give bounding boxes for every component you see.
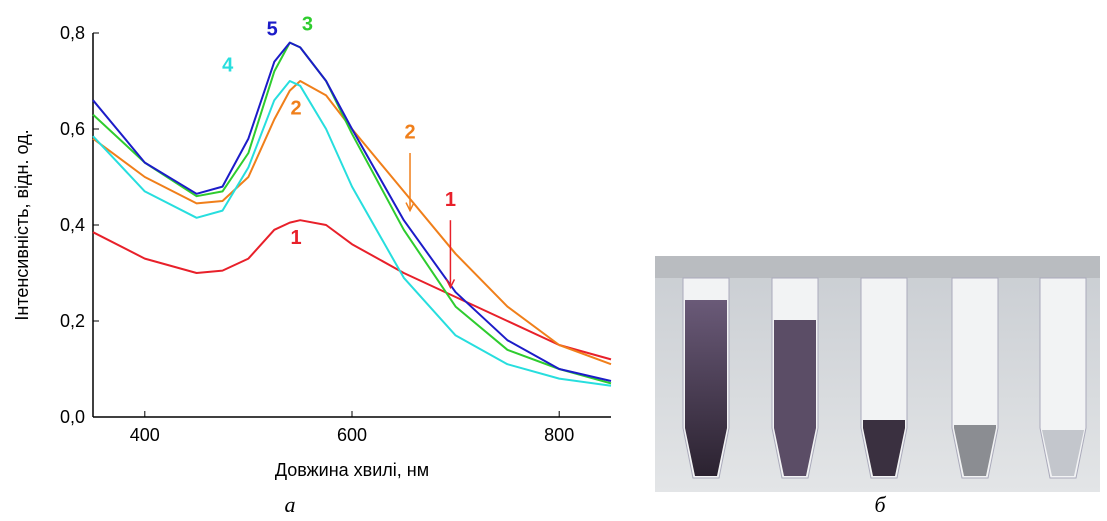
y-tick-label: 0,4 — [60, 215, 85, 235]
series-label: 2 — [290, 98, 301, 120]
series-line — [93, 81, 611, 386]
annotation: 2 — [404, 122, 415, 144]
series-label: 4 — [222, 54, 234, 76]
panel-label: а — [285, 492, 296, 517]
series-label: 3 — [302, 14, 313, 36]
y-tick-label: 0,6 — [60, 119, 85, 139]
series-line — [93, 43, 611, 381]
annotation: 1 — [445, 189, 456, 211]
series-line — [93, 220, 611, 359]
y-tick-label: 0,8 — [60, 23, 85, 43]
y-tick-label: 0,0 — [60, 407, 85, 427]
figure: Довжина хвилі, нм Інтенсивність, відн. о… — [0, 0, 1107, 521]
y-tick-label: 0,2 — [60, 311, 85, 331]
series-label: 1 — [290, 227, 301, 249]
x-tick-label: 400 — [130, 425, 160, 445]
y-axis-label: Інтенсивність, відн. од. — [12, 129, 32, 320]
panel-label: б — [874, 492, 886, 517]
x-axis-label: Довжина хвилі, нм — [275, 460, 429, 480]
x-tick-label: 600 — [337, 425, 367, 445]
photo — [655, 256, 1100, 492]
x-tick-label: 800 — [544, 425, 574, 445]
series-line — [93, 81, 611, 364]
series-label: 5 — [267, 18, 278, 40]
